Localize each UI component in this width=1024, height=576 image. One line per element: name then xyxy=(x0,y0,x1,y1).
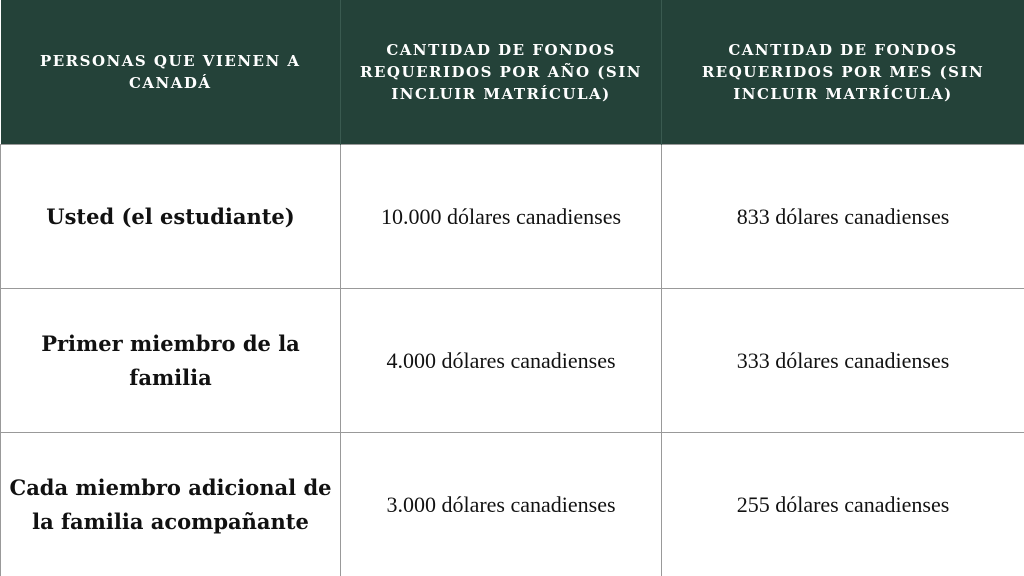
cell: 10.000 dólares canadienses xyxy=(340,144,662,289)
header-cell: CANTIDAD DE FONDOS REQUERIDOS POR MES (S… xyxy=(661,0,1024,145)
cell: 4.000 dólares canadienses xyxy=(340,288,662,433)
row-label: Primer miembro de la familia xyxy=(0,288,341,433)
cell: 255 dólares canadienses xyxy=(661,432,1024,576)
header-cell: PERSONAS QUE VIENEN A CANADÁ xyxy=(0,0,341,145)
header-cell: CANTIDAD DE FONDOS REQUERIDOS POR AÑO (S… xyxy=(340,0,662,145)
row-label: Usted (el estudiante) xyxy=(0,144,341,289)
header-row: PERSONAS QUE VIENEN A CANADÁ CANTIDAD DE… xyxy=(0,0,1024,145)
cell: 833 dólares canadienses xyxy=(661,144,1024,289)
cell: 333 dólares canadienses xyxy=(661,288,1024,433)
row: Cada miembro adicional de la familia aco… xyxy=(0,432,1024,576)
row-label: Cada miembro adicional de la familia aco… xyxy=(0,432,341,576)
row: Primer miembro de la familia 4.000 dólar… xyxy=(0,288,1024,433)
cell: 3.000 dólares canadienses xyxy=(340,432,662,576)
row: Usted (el estudiante) 10.000 dólares can… xyxy=(0,144,1024,289)
